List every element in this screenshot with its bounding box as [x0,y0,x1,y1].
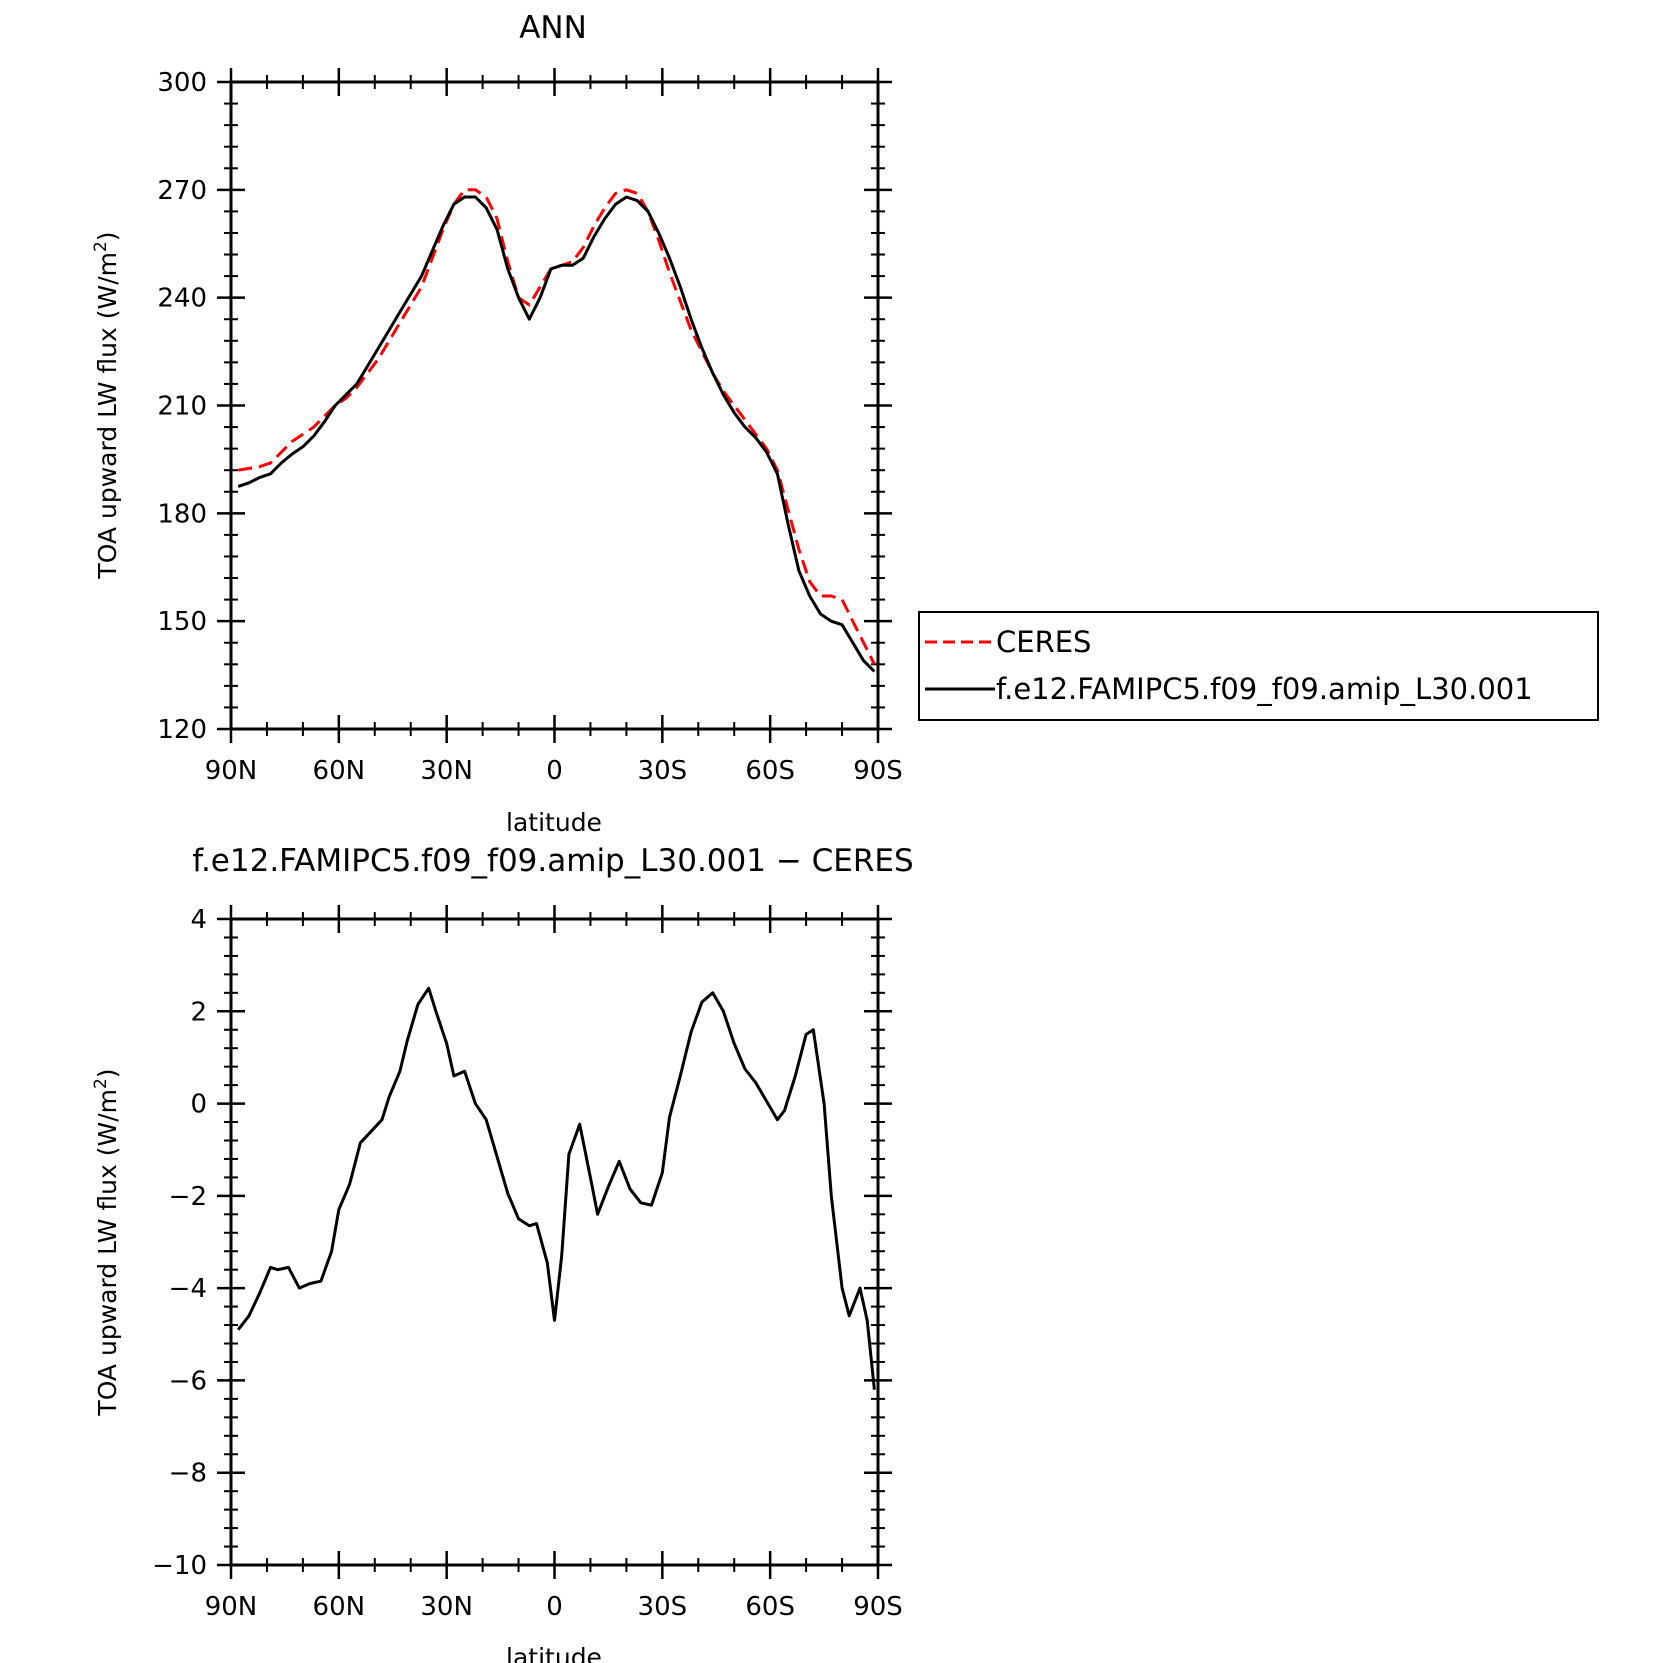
y-tick-label: −6 [169,1366,207,1396]
x-tick-label: 90S [853,756,903,786]
top-plot-frame [229,80,880,731]
x-tick-label: 0 [546,1592,563,1622]
x-tick-label: 30N [420,756,473,786]
bottom-plot-frame [229,917,880,1567]
x-tick-label: 30N [420,1592,473,1622]
top-y-axis-label-sup: 2 [91,241,111,252]
legend-label-ceres: CERES [996,625,1091,659]
top-panel: ANN 120 150 180 210 240 270 300 90N 60N 30N 0 30S 6… [91,10,1599,837]
y-tick-label: 210 [157,392,207,422]
y-tick-label: 4 [190,905,207,935]
y-tick-label: 2 [190,997,207,1027]
x-tick-label: 90S [853,1592,903,1622]
top-y-tick-labels: 120 150 180 210 240 270 300 [157,68,207,745]
bottom-panel: f.e12.FAMIPC5.f09_f09.amip_L30.001 − CER… [91,843,914,1663]
legend-box [918,611,1599,721]
x-tick-label: 60S [745,1592,795,1622]
legend-label-model: f.e12.FAMIPC5.f09_f09.amip_L30.001 [996,672,1533,706]
top-chart-title: ANN [519,10,587,46]
bottom-y-axis-label-close: ) [93,1068,122,1078]
top-series [237,188,876,673]
y-tick-label: −2 [169,1182,207,1212]
bottom-series [237,986,876,1390]
y-tick-label: 120 [157,715,207,745]
bottom-x-tick-labels: 90N 60N 30N 0 30S 60S 90S [205,1592,903,1622]
top-y-axis-label-main: TOA upward LW flux (W/m [93,252,122,580]
series-line-1 [237,195,876,673]
y-tick-label: 300 [157,68,207,98]
top-y-axis-label-close: ) [93,231,122,241]
series-line-0 [237,986,876,1390]
series-line-0 [237,188,876,665]
y-tick-label: −4 [169,1274,207,1304]
x-tick-label: 60S [745,756,795,786]
y-tick-label: 270 [157,176,207,206]
top-x-tick-labels: 90N 60N 30N 0 30S 60S 90S [205,756,903,786]
bottom-y-axis-label: TOA upward LW flux (W/m2) [91,1068,122,1416]
x-tick-label: 90N [205,1592,258,1622]
bottom-x-axis-label: latitude [506,1643,602,1663]
top-major-ticks [217,68,892,743]
y-tick-label: −10 [152,1551,207,1581]
bottom-y-tick-labels: −10 −8 −6 −4 −2 0 2 4 [152,905,207,1581]
y-tick-label: 0 [190,1090,207,1120]
x-tick-label: 60N [313,756,366,786]
x-tick-label: 60N [313,1592,366,1622]
top-y-axis-label: TOA upward LW flux (W/m2) [91,231,122,579]
y-tick-label: 240 [157,284,207,314]
x-tick-label: 30S [638,1592,688,1622]
top-x-axis-label: latitude [506,808,602,837]
bottom-y-axis-label-sup: 2 [91,1078,111,1089]
bottom-minor-ticks [224,912,885,1572]
bottom-chart-title: f.e12.FAMIPC5.f09_f09.amip_L30.001 − CER… [192,843,913,879]
y-tick-label: 180 [157,499,207,529]
y-tick-label: 150 [157,607,207,637]
x-tick-label: 0 [546,756,563,786]
x-tick-label: 90N [205,756,258,786]
y-tick-label: −8 [169,1459,207,1489]
bottom-y-axis-label-main: TOA upward LW flux (W/m [93,1089,122,1417]
top-minor-ticks [224,75,885,736]
legend: CERES f.e12.FAMIPC5.f09_f09.amip_L30.001 [918,611,1599,721]
x-tick-label: 30S [638,756,688,786]
bottom-major-ticks [217,905,892,1579]
